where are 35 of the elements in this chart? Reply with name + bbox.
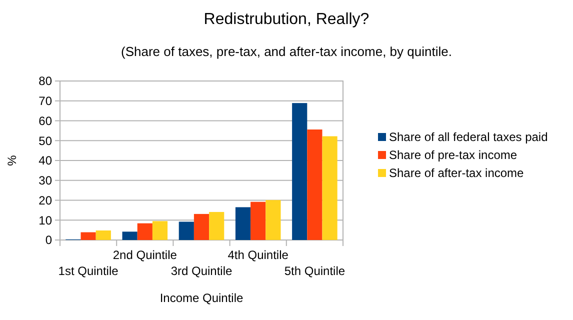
x-tick-label: 5th Quintile: [284, 264, 346, 278]
x-tick-label: 2nd Quintile: [112, 248, 178, 262]
bar: [322, 136, 338, 240]
x-tick-label: 4th Quintile: [228, 248, 289, 262]
bar: [307, 129, 322, 240]
y-tick-label: 10: [38, 213, 52, 228]
x-tick-label: 1st Quintile: [58, 264, 119, 278]
bar: [137, 223, 152, 240]
bar: [235, 207, 251, 240]
y-axis-title: %: [5, 154, 19, 166]
bar: [250, 202, 266, 240]
legend-label: Share of pre-tax income: [389, 148, 518, 162]
y-tick-label: 50: [38, 134, 52, 148]
bar: [209, 212, 224, 240]
y-tick-label: 20: [38, 193, 52, 208]
y-tick-label: 30: [38, 174, 52, 188]
bar: [122, 232, 138, 240]
bar: [152, 221, 168, 240]
chart-title: Redistrubution, Really?: [204, 11, 370, 28]
legend-label: Share of after-tax income: [389, 166, 524, 180]
y-tick-label: 70: [38, 94, 52, 108]
bar: [80, 232, 96, 240]
x-tick-label: 3rd Quintile: [170, 264, 233, 278]
bar: [292, 103, 308, 240]
bar: [266, 200, 281, 240]
legend-label: Share of all federal taxes paid: [389, 130, 548, 144]
bar: [178, 222, 194, 240]
y-tick-label: 80: [38, 74, 52, 88]
x-axis-title: Income Quintile: [160, 291, 244, 305]
y-tick-label: 40: [38, 154, 52, 168]
bar: [194, 214, 210, 240]
y-tick-label: 0: [45, 233, 52, 248]
y-tick-label: 60: [38, 114, 52, 128]
bar: [96, 230, 111, 240]
chart-subtitle: (Share of taxes, pre-tax, and after-tax income, by quintile.: [121, 44, 452, 59]
